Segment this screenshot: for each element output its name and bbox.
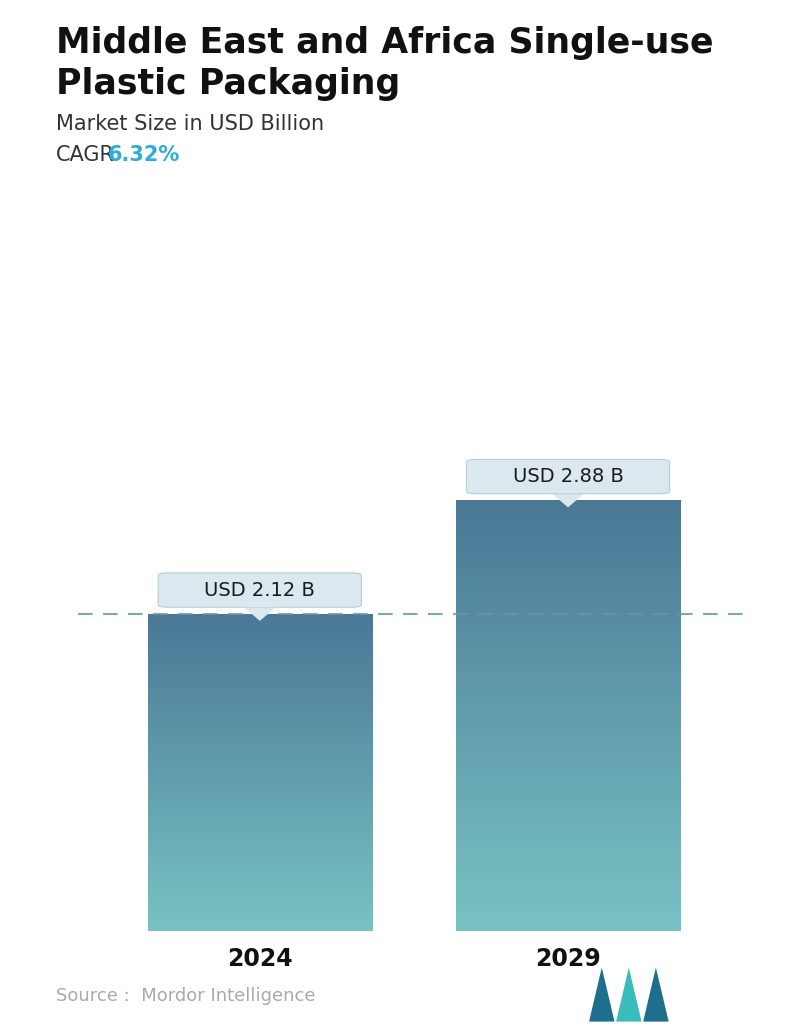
FancyBboxPatch shape [466,459,669,493]
Polygon shape [242,605,277,620]
Polygon shape [551,491,586,507]
Text: Middle East and Africa Single-use: Middle East and Africa Single-use [56,26,713,60]
Polygon shape [616,968,642,1022]
Text: CAGR: CAGR [56,145,115,164]
Text: 6.32%: 6.32% [107,145,180,164]
Text: USD 2.88 B: USD 2.88 B [513,467,623,486]
Text: USD 2.12 B: USD 2.12 B [205,580,315,600]
Polygon shape [643,968,669,1022]
Polygon shape [551,491,586,492]
Text: Market Size in USD Billion: Market Size in USD Billion [56,114,324,133]
FancyBboxPatch shape [158,573,361,607]
Polygon shape [242,604,277,606]
Text: Source :  Mordor Intelligence: Source : Mordor Intelligence [56,987,315,1005]
Polygon shape [589,968,615,1022]
Text: Plastic Packaging: Plastic Packaging [56,67,400,101]
